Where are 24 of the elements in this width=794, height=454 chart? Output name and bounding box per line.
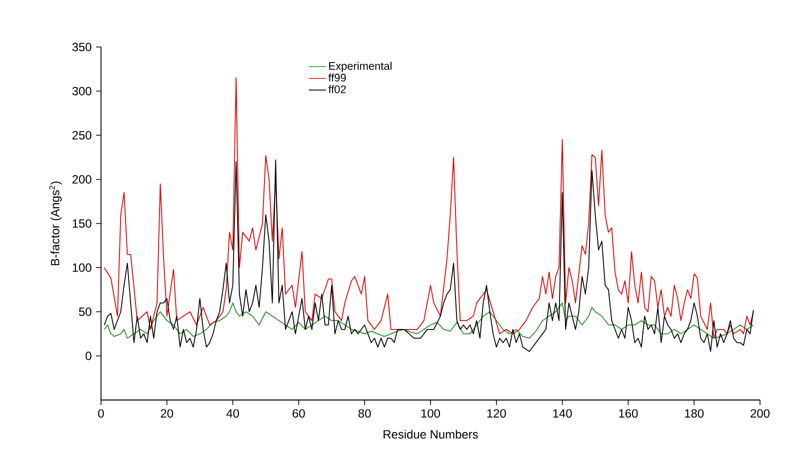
legend-label: ff99 <box>328 74 346 82</box>
legend-label: ff02 <box>328 85 346 94</box>
y-tick-label: 200 <box>72 175 92 184</box>
legend-label: Experimental <box>329 62 392 72</box>
x-tick-label: 100 <box>421 409 440 418</box>
y-tick-label: 350 <box>72 42 92 52</box>
x-tick-label: 0 <box>98 409 104 418</box>
x-tick-label: 20 <box>160 409 174 418</box>
y-tick-label: 100 <box>72 263 92 272</box>
x-axis-title: Residue Numbers <box>384 430 478 439</box>
y-tick-label: 50 <box>79 308 92 316</box>
y-tick-label: 0 <box>86 352 92 360</box>
y-tick-label: 300 <box>72 86 92 96</box>
x-tick-label: 40 <box>226 409 239 418</box>
x-tick-label: 180 <box>685 409 704 418</box>
x-tick-label: 80 <box>358 409 371 418</box>
y-tick-label: 150 <box>72 219 92 228</box>
y-axis-title: B-factor (Angs$^{2}$) <box>49 182 62 266</box>
y-tick-label: 250 <box>72 131 92 140</box>
x-tick-label: 60 <box>292 409 305 418</box>
x-tick-label: 140 <box>553 409 572 418</box>
x-tick-label: 120 <box>487 409 506 418</box>
x-tick-label: 200 <box>750 409 770 418</box>
x-tick-label: 160 <box>619 409 638 418</box>
